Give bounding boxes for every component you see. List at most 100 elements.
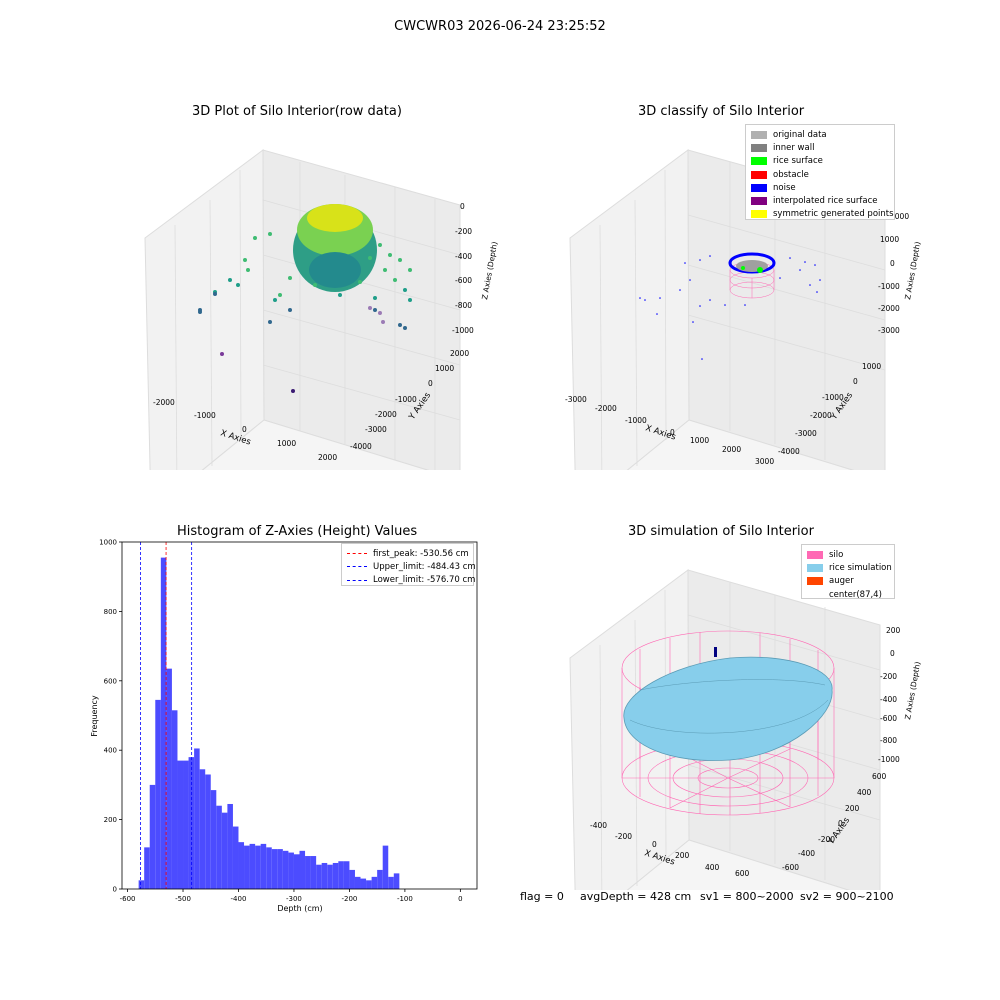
legend-label: silo (829, 549, 844, 560)
histogram-bar (155, 699, 161, 889)
legend-item: center(87,4) (807, 588, 889, 601)
histogram-bar (166, 668, 172, 889)
swatch (751, 130, 767, 139)
sv2-text: sv2 = 900~2100 (800, 890, 894, 903)
histogram-bar (244, 845, 250, 889)
histogram-bar (305, 856, 311, 889)
y-axis-label: Frequency (90, 695, 99, 737)
avg-depth-text: avgDepth = 428 cm (580, 890, 692, 903)
legend-label: noise (773, 182, 796, 193)
raw-y-tick: 0 (428, 379, 433, 388)
swatch (751, 197, 767, 206)
classify-3d-plot: 2000 1000 0 -1000 -2000 -3000 Z Axies (D… (565, 149, 922, 470)
histogram-bar (388, 876, 394, 889)
histogram-bar (366, 880, 372, 889)
x-ticks: -600 -500 -400 -300 -200 -100 0 (120, 889, 463, 903)
figure-title: CWCWR03 2026-06-24 23:25:52 (394, 19, 606, 34)
histogram-bar (266, 847, 272, 889)
classify-x-tick: 2000 (722, 445, 741, 454)
legend-item: Lower_limit: -576.70 cm (347, 574, 475, 587)
x-tick-label: -600 (120, 895, 136, 903)
sim-y-tick: 600 (872, 772, 887, 781)
legend-label: original data (773, 129, 827, 140)
histogram-bar (194, 748, 200, 889)
sim-z-tick: -200 (880, 672, 897, 681)
x-tick-label: 0 (458, 895, 462, 903)
raw-z-tick: -800 (455, 301, 472, 310)
swatch (807, 550, 823, 559)
legend-item: interpolated rice surface (751, 194, 889, 207)
sim-y-tick: -200 (818, 835, 835, 844)
classify-x-tick: -3000 (565, 395, 587, 404)
sim-x-tick: 600 (735, 869, 750, 878)
sim-y-tick: 400 (857, 788, 872, 797)
histogram-chart: -600 -500 -400 -300 -200 -100 0 0 200 400 600 800 1… (90, 539, 478, 913)
classify-x-tick: -1000 (625, 416, 647, 425)
legend-item: rice simulation (807, 561, 892, 574)
classify-y-tick: -3000 (795, 429, 817, 438)
sim-y-tick: -400 (798, 849, 815, 858)
sim-x-tick: -400 (590, 821, 607, 830)
sim-z-tick: 200 (886, 626, 901, 635)
swatch (751, 143, 767, 152)
y-tick-label: 800 (104, 608, 117, 616)
legend-line (347, 579, 367, 581)
classify-y-tick: -2000 (810, 411, 832, 420)
swatch (807, 591, 823, 599)
histogram-bar (293, 854, 300, 889)
sim-y-tick: 200 (845, 804, 860, 813)
swatch (807, 563, 823, 572)
histogram-bar (310, 856, 317, 889)
histogram-bar (371, 876, 378, 889)
classify-z-tick: 1000 (880, 235, 899, 244)
flag-text: flag = 0 (520, 890, 564, 903)
x-tick-label: -200 (341, 895, 357, 903)
histogram-bar (360, 878, 367, 889)
sim-x-tick: 0 (652, 840, 657, 849)
histogram-bar (138, 880, 145, 889)
histogram-bar (210, 790, 217, 889)
classify-z-tick: -1000 (878, 282, 900, 291)
histogram-bar (232, 826, 239, 889)
plot-frame (121, 541, 478, 890)
swatch (751, 157, 767, 166)
raw-z-tick: -1000 (452, 326, 474, 335)
histogram-bar (393, 873, 400, 889)
histogram-bar (349, 869, 355, 889)
sim-y-tick: 0 (838, 819, 843, 828)
raw-y-tick: -2000 (375, 410, 397, 419)
sim-z-tick: -400 (880, 695, 897, 704)
histogram-bar (354, 876, 361, 889)
raw-x-tick: 2000 (318, 453, 337, 462)
legend-item: auger (807, 575, 889, 588)
histogram-bar (277, 849, 283, 889)
legend-label: interpolated rice surface (773, 196, 878, 207)
raw-z-tick: -200 (455, 227, 472, 236)
swatch (807, 577, 823, 586)
x-tick-label: -500 (175, 895, 191, 903)
histogram-bar (343, 861, 350, 889)
histogram-bar (288, 852, 294, 889)
histogram-bar (171, 710, 178, 889)
classify-y-tick: -1000 (822, 393, 844, 402)
raw-z-label: Z Axies (Depth) (480, 241, 499, 301)
raw-x-tick: -1000 (194, 411, 216, 420)
y-ticks: 0 200 400 600 800 1000 (99, 539, 122, 894)
classify-x-tick: 3000 (755, 457, 774, 466)
raw-x-tick: 1000 (277, 439, 296, 448)
histogram-bar (299, 850, 306, 889)
raw-3d-plot: 0 -200 -400 -600 -800 -1000 Z Axies (Dep… (144, 149, 499, 470)
legend-label: auger (829, 576, 854, 587)
raw-panel-title: 3D Plot of Silo Interior(row data) (192, 104, 402, 119)
sim-z-label: Z Axies (Depth) (903, 661, 922, 721)
histogram-lines (140, 542, 193, 889)
legend-label: first_peak: -530.56 cm (373, 548, 469, 559)
legend-item: Upper_limit: -484.43 cm (347, 560, 476, 573)
raw-z-tick: 0 (460, 202, 465, 211)
legend-item: rice surface (751, 155, 889, 168)
classify-legend: original data inner wall rice surface ob… (745, 124, 895, 220)
sim-y-tick: -600 (782, 863, 799, 872)
sv1-text: sv1 = 800~2000 (700, 890, 794, 903)
classify-x-tick: 1000 (690, 436, 709, 445)
legend-label: obstacle (773, 169, 809, 180)
